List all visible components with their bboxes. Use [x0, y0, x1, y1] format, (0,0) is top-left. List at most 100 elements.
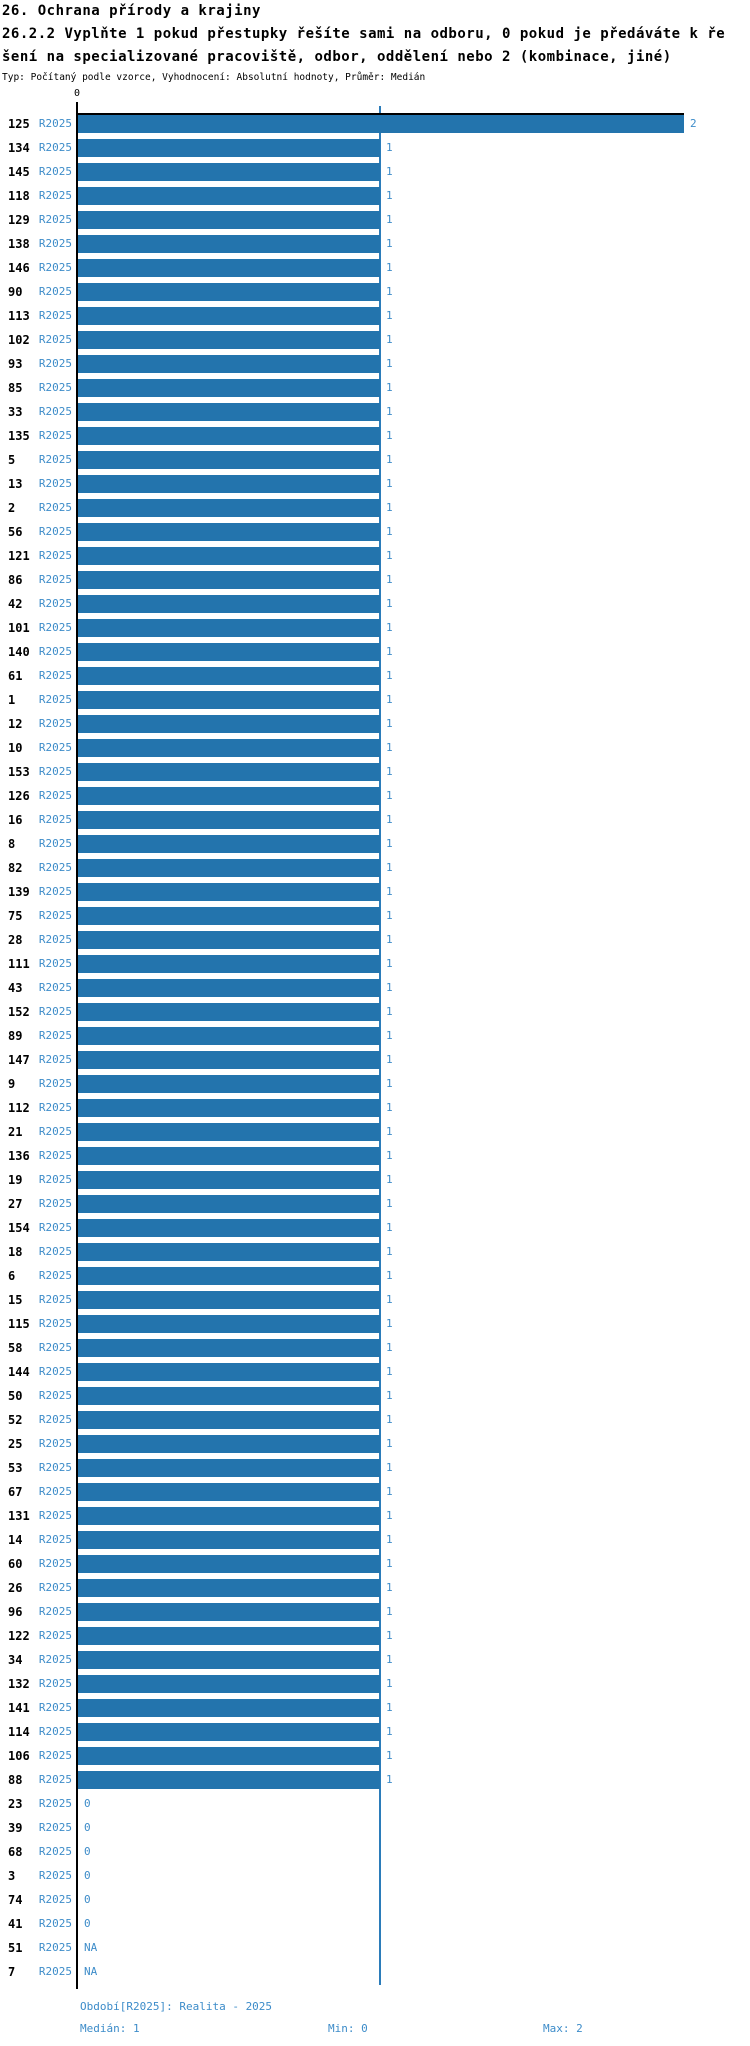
period-label[interactable]: R2025	[38, 405, 72, 418]
value-bar[interactable]	[78, 235, 380, 253]
value-bar[interactable]	[78, 955, 380, 973]
value-bar[interactable]	[78, 547, 380, 565]
value-bar[interactable]	[78, 1747, 380, 1765]
value-bar[interactable]	[78, 1267, 380, 1285]
period-label[interactable]: R2025	[38, 1917, 72, 1930]
value-bar[interactable]	[78, 1027, 380, 1045]
value-bar[interactable]	[78, 475, 380, 493]
period-label[interactable]: R2025	[38, 1341, 72, 1354]
period-label[interactable]: R2025	[38, 237, 72, 250]
value-bar[interactable]	[78, 1171, 380, 1189]
value-bar[interactable]	[78, 1363, 380, 1381]
value-bar[interactable]	[78, 1627, 380, 1645]
period-label[interactable]: R2025	[38, 501, 72, 514]
value-bar[interactable]	[78, 331, 380, 349]
value-bar[interactable]	[78, 1291, 380, 1309]
value-bar[interactable]	[78, 1699, 380, 1717]
value-bar[interactable]	[78, 1459, 380, 1477]
value-bar[interactable]	[78, 883, 380, 901]
period-label[interactable]: R2025	[38, 1437, 72, 1450]
value-bar[interactable]	[78, 1651, 380, 1669]
value-bar[interactable]	[78, 787, 380, 805]
period-label[interactable]: R2025	[38, 333, 72, 346]
value-bar[interactable]	[78, 355, 380, 373]
period-label[interactable]: R2025	[38, 213, 72, 226]
period-label[interactable]: R2025	[38, 957, 72, 970]
period-label[interactable]: R2025	[38, 1509, 72, 1522]
value-bar[interactable]	[78, 1483, 380, 1501]
value-bar[interactable]	[78, 163, 380, 181]
period-label[interactable]: R2025	[38, 381, 72, 394]
period-label[interactable]: R2025	[38, 549, 72, 562]
period-label[interactable]: R2025	[38, 1461, 72, 1474]
value-bar[interactable]	[78, 283, 380, 301]
period-label[interactable]: R2025	[38, 1749, 72, 1762]
value-bar[interactable]	[78, 139, 380, 157]
period-label[interactable]: R2025	[38, 525, 72, 538]
period-label[interactable]: R2025	[38, 1965, 72, 1978]
period-label[interactable]: R2025	[38, 1701, 72, 1714]
period-label[interactable]: R2025	[38, 1677, 72, 1690]
period-label[interactable]: R2025	[38, 477, 72, 490]
value-bar[interactable]	[78, 1531, 380, 1549]
period-label[interactable]: R2025	[38, 1413, 72, 1426]
value-bar[interactable]	[78, 835, 380, 853]
period-label[interactable]: R2025	[38, 1053, 72, 1066]
value-bar[interactable]	[78, 1435, 380, 1453]
period-label[interactable]: R2025	[38, 309, 72, 322]
value-bar[interactable]	[78, 211, 380, 229]
period-label[interactable]: R2025	[38, 717, 72, 730]
period-label[interactable]: R2025	[38, 813, 72, 826]
value-bar[interactable]	[78, 403, 380, 421]
period-label[interactable]: R2025	[38, 933, 72, 946]
period-label[interactable]: R2025	[38, 597, 72, 610]
period-label[interactable]: R2025	[38, 669, 72, 682]
value-bar[interactable]	[78, 571, 380, 589]
period-label[interactable]: R2025	[38, 1293, 72, 1306]
period-label[interactable]: R2025	[38, 1029, 72, 1042]
period-label[interactable]: R2025	[38, 765, 72, 778]
value-bar[interactable]	[78, 643, 380, 661]
period-label[interactable]: R2025	[38, 1893, 72, 1906]
value-bar[interactable]	[78, 1075, 380, 1093]
value-bar[interactable]	[78, 859, 380, 877]
period-label[interactable]: R2025	[38, 693, 72, 706]
period-label[interactable]: R2025	[38, 141, 72, 154]
period-label[interactable]: R2025	[38, 645, 72, 658]
value-bar[interactable]	[78, 907, 380, 925]
period-label[interactable]: R2025	[38, 261, 72, 274]
period-label[interactable]: R2025	[38, 621, 72, 634]
period-label[interactable]: R2025	[38, 285, 72, 298]
period-label[interactable]: R2025	[38, 1077, 72, 1090]
value-bar[interactable]	[78, 379, 380, 397]
value-bar[interactable]	[78, 523, 380, 541]
period-label[interactable]: R2025	[38, 189, 72, 202]
period-label[interactable]: R2025	[38, 1797, 72, 1810]
period-label[interactable]: R2025	[38, 573, 72, 586]
period-label[interactable]: R2025	[38, 1557, 72, 1570]
value-bar[interactable]	[78, 1147, 380, 1165]
period-label[interactable]: R2025	[38, 909, 72, 922]
value-bar[interactable]	[78, 619, 380, 637]
value-bar[interactable]	[78, 1723, 380, 1741]
value-bar[interactable]	[78, 1051, 380, 1069]
period-label[interactable]: R2025	[38, 1125, 72, 1138]
period-label[interactable]: R2025	[38, 1773, 72, 1786]
period-label[interactable]: R2025	[38, 1005, 72, 1018]
value-bar[interactable]	[78, 595, 380, 613]
period-label[interactable]: R2025	[38, 453, 72, 466]
period-label[interactable]: R2025	[38, 357, 72, 370]
period-label[interactable]: R2025	[38, 861, 72, 874]
period-label[interactable]: R2025	[38, 885, 72, 898]
value-bar[interactable]	[78, 1219, 380, 1237]
period-label[interactable]: R2025	[38, 429, 72, 442]
value-bar[interactable]	[78, 667, 380, 685]
period-label[interactable]: R2025	[38, 1845, 72, 1858]
value-bar[interactable]	[78, 259, 380, 277]
period-label[interactable]: R2025	[38, 1101, 72, 1114]
period-label[interactable]: R2025	[38, 741, 72, 754]
period-label[interactable]: R2025	[38, 1485, 72, 1498]
period-label[interactable]: R2025	[38, 1173, 72, 1186]
period-label[interactable]: R2025	[38, 1245, 72, 1258]
value-bar[interactable]	[78, 1579, 380, 1597]
